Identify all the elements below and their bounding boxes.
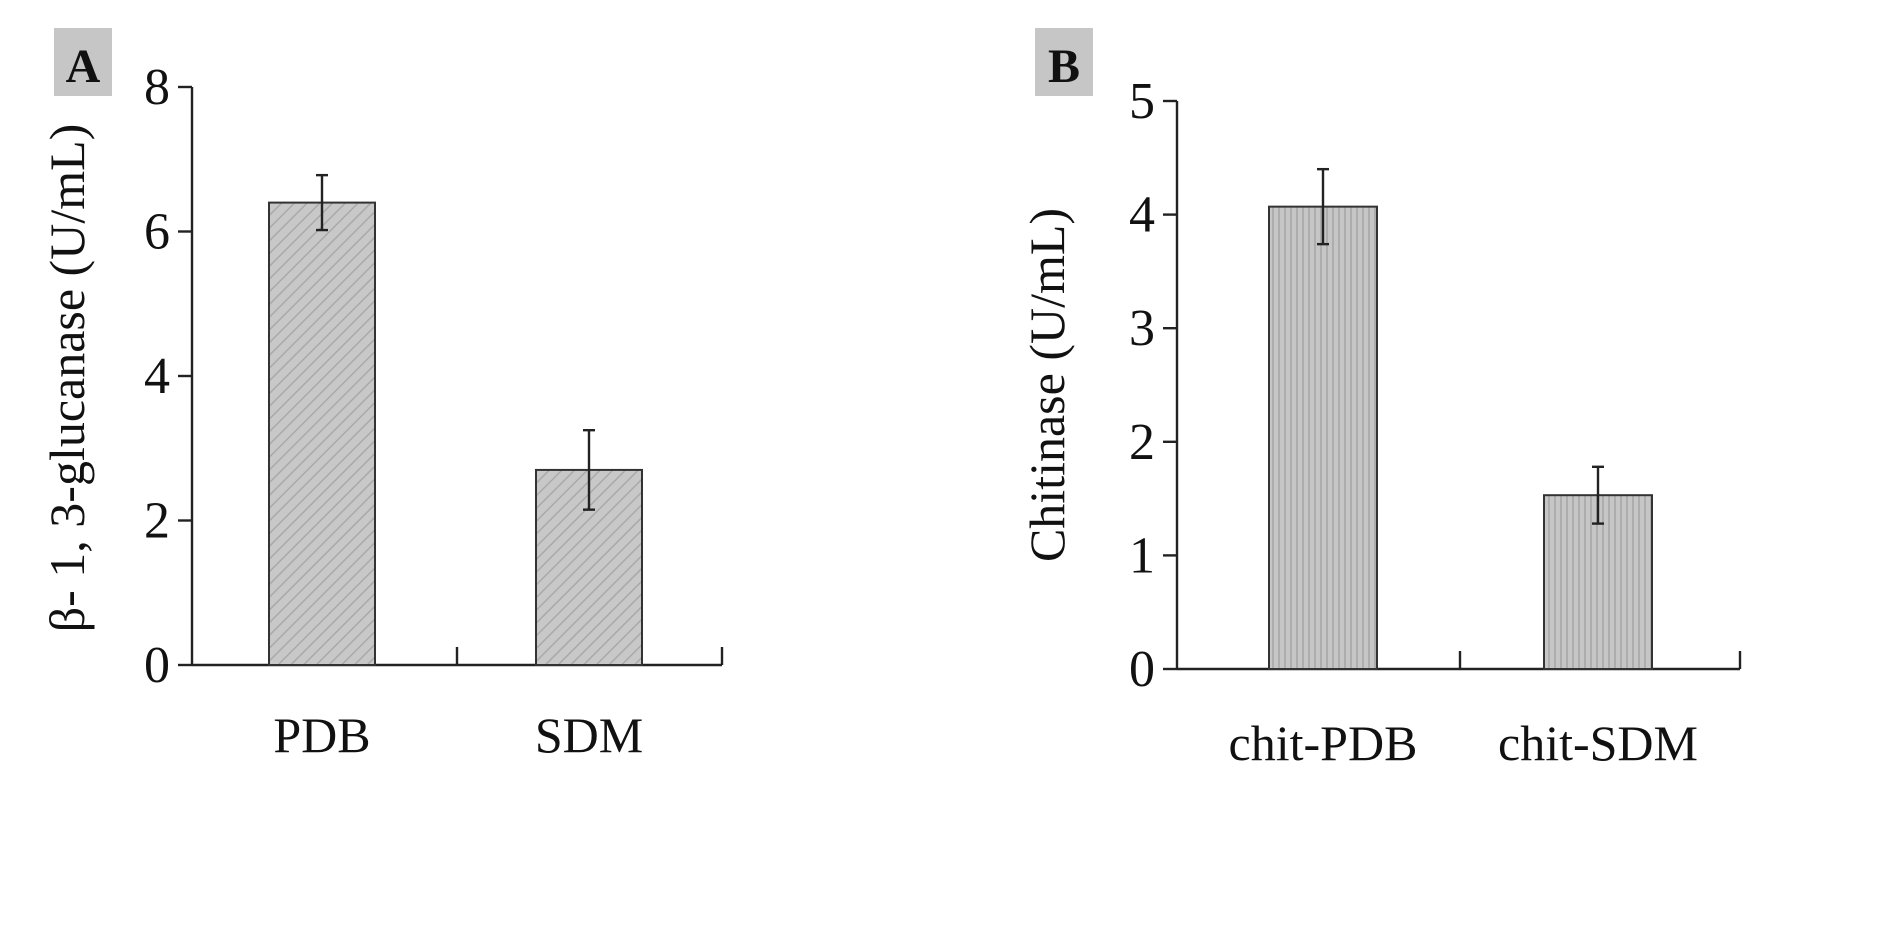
panel-a-y-tick-label: 8 (144, 59, 170, 116)
panel-a-label-bg (54, 28, 112, 96)
panel-b-y-tick-label: 0 (1129, 641, 1155, 698)
panel-a-y-axis-title: β- 1, 3-glucanase (U/mL) (39, 124, 95, 633)
panel-b-y-tick-label: 5 (1129, 73, 1155, 130)
panel-a-y-tick-label: 6 (144, 204, 170, 261)
panel-b-label-bg (1035, 28, 1093, 96)
panel-b-category-label: chit-SDM (1498, 715, 1698, 771)
panel-a-y-tick-label: 0 (144, 637, 170, 694)
panel-b-y-tick-label: 2 (1129, 414, 1155, 471)
panel-a-label: A (66, 40, 101, 93)
panel-b-chart: B Chitinase (U/mL) 0 1 2 3 4 5 chit-PDB chit-SD… (1019, 28, 1742, 771)
panel-a-chart: A β- 1, 3-glucanase (U/mL) 0 2 4 6 8 PDB SDM (39, 28, 724, 763)
panel-b-y-tick-label: 1 (1129, 527, 1155, 584)
panel-b-y-axis-title: Chitinase (U/mL) (1019, 208, 1075, 562)
panel-b-category-label: chit-PDB (1229, 715, 1418, 771)
panel-a-bar-pdb (268, 201, 376, 666)
panel-b-plot-area: 0 1 2 3 4 5 chit-PDB chit-SDM (1129, 73, 1742, 771)
panel-b-y-tick-label: 4 (1129, 187, 1155, 244)
panel-a-category-label: SDM (535, 707, 643, 763)
panel-b-label: B (1048, 40, 1080, 93)
panel-a-category-label: PDB (273, 707, 370, 763)
panel-a-y-tick-label: 4 (144, 348, 170, 405)
panel-b-bar-chit-pdb (1268, 205, 1378, 670)
panel-a-y-tick-label: 2 (144, 493, 170, 550)
panel-a-plot-area: 0 2 4 6 8 PDB SDM (144, 59, 724, 763)
panel-b-y-tick-label: 3 (1129, 300, 1155, 357)
